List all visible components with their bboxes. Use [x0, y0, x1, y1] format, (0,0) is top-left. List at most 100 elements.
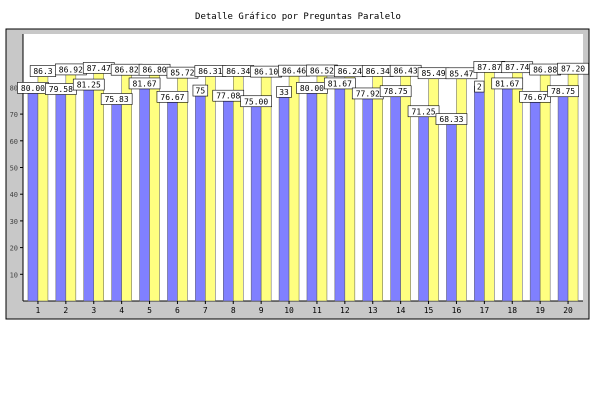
data-label-text: 80.00 — [300, 84, 324, 93]
data-label-box — [407, 105, 440, 118]
bar-series2 — [149, 68, 160, 302]
data-label-series2: 86.80 — [138, 63, 171, 76]
bar-series2 — [539, 68, 551, 302]
bar-series1 — [167, 96, 178, 302]
x-tick-label: 14 — [396, 306, 406, 315]
data-label-text: 68.33 — [439, 115, 463, 124]
data-label-text: 86.92 — [59, 65, 83, 74]
bar-series1 — [390, 90, 401, 302]
data-label-series2: 86.82 — [110, 63, 143, 76]
data-label-text: 81.25 — [77, 81, 101, 90]
chart-title: Detalle Gráfico por Preguntas Paralelo — [195, 12, 401, 22]
data-label-series1: 76.67 — [519, 90, 551, 103]
data-label-series2: 87.74 — [501, 61, 534, 74]
bar-series1 — [83, 83, 94, 302]
data-label-box — [156, 90, 189, 103]
x-tick-label: 5 — [147, 306, 152, 315]
data-label-series2: 86.31 — [194, 65, 227, 77]
data-label-text: 86.46 — [282, 67, 306, 76]
data-label-series2: 86.43 — [389, 64, 422, 77]
x-tick-label: 4 — [119, 306, 124, 315]
bar-series1 — [195, 89, 206, 302]
data-label-text: 75 — [196, 87, 206, 96]
x-tick-label: 2 — [63, 306, 68, 315]
data-label-text: 87.74 — [505, 63, 529, 72]
data-label-series1: 80.00 — [17, 82, 49, 94]
data-label-box — [128, 77, 161, 90]
x-tick-label: 10 — [284, 306, 294, 315]
data-label-series1: 78.75 — [379, 85, 412, 98]
bar-series2 — [567, 67, 579, 302]
data-label-text: 78.75 — [384, 87, 408, 96]
x-tick-label: 15 — [424, 306, 434, 315]
y-tick-label: 70 — [10, 111, 18, 119]
bar-series1 — [223, 94, 234, 302]
x-tick-label: 13 — [368, 306, 378, 315]
data-label-series2: 86.46 — [278, 64, 310, 77]
data-label-box — [240, 95, 272, 108]
x-tick-label: 17 — [480, 306, 490, 315]
x-tick-label: 20 — [563, 306, 573, 315]
data-label-text: 77.92 — [356, 89, 380, 98]
data-label-text: 86.43 — [394, 67, 418, 76]
bar-series2 — [456, 72, 467, 302]
x-tick-label: 3 — [91, 306, 96, 315]
data-label-series1: 78.75 — [547, 85, 579, 98]
data-labels: 86.3 80.00 86.92 79.58 87.47 81.25 86.82 75.83 8… — [17, 61, 589, 125]
x-tick-label: 11 — [312, 306, 322, 315]
data-label-text: 80.00 — [21, 84, 45, 93]
data-label-text: 76.67 — [523, 93, 547, 102]
data-label-series2: 86.34 — [222, 65, 255, 77]
data-label-text: 76.67 — [160, 93, 184, 102]
data-label-text: 86.34 — [226, 67, 250, 76]
data-label-series1: 2 — [474, 80, 485, 93]
data-label-text: 86.52 — [310, 66, 334, 75]
x-tick-label: 19 — [535, 306, 545, 315]
data-label-box — [379, 85, 412, 98]
data-label-box — [557, 62, 589, 75]
data-label-text: 79.58 — [49, 85, 73, 94]
data-label-box — [276, 86, 292, 98]
data-label-series2: 87.87 — [473, 61, 506, 73]
data-label-box — [445, 67, 478, 80]
data-label-series1: 75.00 — [240, 95, 272, 108]
bar-series1 — [139, 82, 150, 302]
data-label-series1: 77.08 — [212, 89, 245, 102]
data-label-text: 78.75 — [551, 87, 575, 96]
bar-series1 — [27, 87, 39, 302]
data-label-series2: 85.49 — [417, 67, 450, 80]
data-label-text: 87.47 — [87, 64, 111, 73]
data-label-series2: 85.47 — [445, 67, 478, 80]
y-tick-label: 60 — [10, 138, 18, 146]
data-label-series2: 87.47 — [82, 62, 115, 74]
data-label-box — [547, 85, 579, 98]
data-label-series1: 76.67 — [156, 90, 189, 103]
bar-series2 — [400, 69, 411, 302]
data-label-series1: 75.83 — [100, 93, 133, 105]
data-label-series1: 81.67 — [128, 77, 161, 90]
data-label-box — [72, 78, 105, 91]
y-tick-label: 20 — [10, 245, 18, 253]
data-label-text: 77.08 — [216, 92, 240, 101]
bar-series1 — [529, 96, 541, 302]
x-tick-label: 18 — [507, 306, 517, 315]
data-label-text: 86.24 — [338, 67, 362, 76]
data-label-text: 33 — [279, 88, 289, 97]
bar-series1 — [418, 110, 429, 302]
y-tick-label: 80 — [10, 84, 18, 92]
bar-series2 — [177, 71, 188, 302]
data-label-text: 81.67 — [495, 79, 519, 88]
y-tick-labels: 10 20 30 40 50 60 70 80 — [10, 84, 23, 279]
x-tick-label: 1 — [36, 306, 41, 315]
data-label-text: 86.10 — [254, 68, 278, 77]
data-label-text: 71.25 — [412, 107, 436, 116]
data-label-text: 86.82 — [115, 66, 139, 75]
bar-series2 — [205, 70, 216, 302]
x-tick-labels: 1 2 3 4 5 6 7 8 9 10 11 12 13 14 15 16 17 18 19 20 — [36, 301, 573, 315]
bar-series1 — [334, 82, 346, 302]
data-label-text: 85.72 — [170, 69, 194, 78]
data-label-series2: 87.20 — [557, 62, 589, 75]
y-tick-label: 50 — [10, 165, 18, 173]
data-label-series2: 86.88 — [529, 63, 561, 76]
x-tick-label: 9 — [259, 306, 264, 315]
